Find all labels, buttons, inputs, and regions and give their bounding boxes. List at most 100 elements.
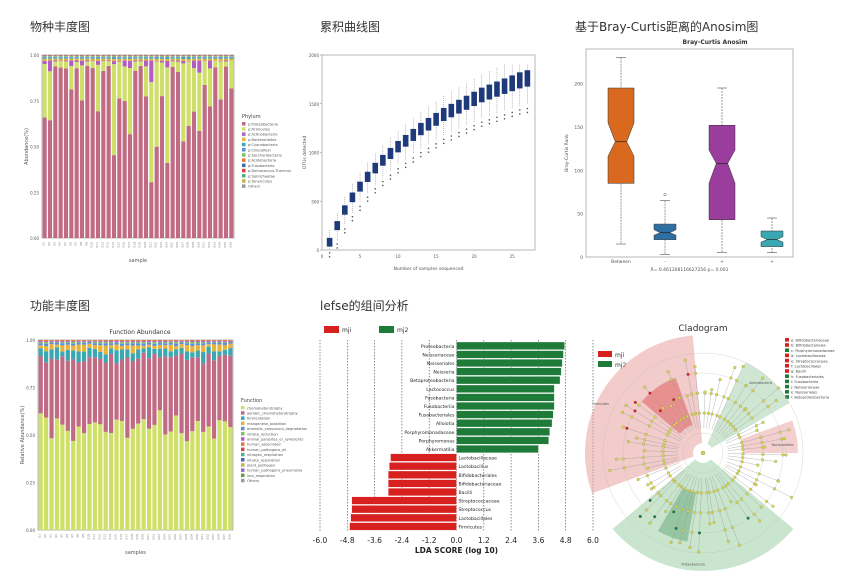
stacked-bar-segment [106, 56, 111, 58]
clade-branch [644, 387, 687, 435]
rarefaction-outlier [382, 184, 384, 187]
stacked-bar-segment [217, 420, 222, 530]
lefse-bar [456, 359, 563, 367]
rarefaction-outlier [359, 205, 361, 208]
clade-node [665, 433, 669, 437]
clade-node [761, 452, 765, 456]
x-tick-label: S9 [81, 534, 85, 538]
clade-node [761, 458, 765, 462]
stacked-bar-segment [197, 60, 202, 73]
lefse-bar-label: Streptococcaceae [459, 499, 500, 505]
stacked-bar-segment [92, 348, 97, 358]
stacked-bar-segment [136, 342, 141, 344]
stacked-bar-segment [38, 348, 43, 356]
stacked-bar-segment [211, 360, 217, 439]
stacked-bar-segment [202, 61, 207, 85]
clade-branch [725, 430, 757, 444]
stacked-bar-segment [217, 355, 222, 421]
clade-node [787, 428, 791, 432]
x-tick-label: S30 [195, 534, 199, 540]
stacked-bar-segment [141, 340, 146, 342]
taxa-legend-swatch [785, 348, 789, 352]
lefse-bar-label: Betaproteobacteria [410, 378, 455, 384]
stacked-bar-segment [146, 342, 152, 345]
clade-node [693, 510, 697, 514]
rarefaction-box [387, 147, 394, 160]
clade-node [702, 411, 706, 415]
stacked-bar-segment [168, 351, 173, 358]
rarefaction-outlier [328, 256, 331, 258]
stacked-bar-segment [65, 342, 70, 345]
stacked-bar-segment [228, 427, 233, 530]
stacked-bar-segment [130, 361, 135, 429]
stacked-bar-segment [53, 60, 58, 62]
stacked-bar-segment [168, 344, 173, 352]
clade-branch [706, 389, 712, 429]
clade-branch [667, 371, 694, 431]
stacked-bar-segment [141, 345, 146, 349]
stacked-bar-segment [222, 342, 227, 344]
rarefaction-box [349, 192, 356, 203]
stacked-bar-segment [71, 341, 76, 344]
stacked-bar-segment [38, 413, 43, 530]
clade-node [643, 385, 647, 389]
stacked-bar-segment [152, 348, 157, 354]
stacked-bar-segment [119, 342, 125, 344]
stacked-bar-segment [191, 60, 197, 69]
stacked-bar-segment [117, 98, 122, 238]
clade-node [645, 474, 649, 478]
legend-label: nitrate_reduction [247, 432, 278, 436]
legend-label: p:Actinobacteria [248, 133, 278, 137]
stacked-bar-segment [201, 341, 206, 343]
stacked-bar-segment [228, 355, 233, 428]
rarefaction-outlier [374, 188, 377, 190]
x-tick-label: S21 [148, 242, 152, 248]
clade-node [744, 383, 748, 387]
clade-branch [644, 450, 679, 453]
clade-branch [635, 402, 684, 439]
legend-swatch [241, 432, 245, 436]
stacked-bar-segment [206, 426, 211, 530]
clade-node [678, 541, 682, 545]
stacked-bar-segment [163, 340, 168, 341]
stacked-bar-segment [157, 348, 162, 358]
stacked-bar-segment [190, 431, 195, 530]
x-tick-label: S12 [97, 534, 101, 540]
stacked-bar-segment [201, 342, 206, 344]
stacked-bar-segment [109, 432, 114, 530]
stacked-bar-segment [106, 56, 111, 57]
stacked-bar-segment [184, 345, 190, 352]
clade-node [727, 482, 731, 486]
clade-node [738, 543, 742, 547]
y-tick-label: 0.25 [26, 481, 35, 486]
stacked-bar-segment [103, 362, 108, 432]
clade-node [760, 441, 764, 445]
stacked-bar-segment [174, 355, 179, 416]
x-tick-label: -6.0 [313, 536, 328, 545]
stacked-bar-segment [201, 345, 206, 353]
stacked-bar-segment [201, 431, 206, 530]
stacked-bar-segment [213, 57, 218, 59]
stacked-bar-segment [133, 70, 138, 238]
taxa-legend-swatch [785, 395, 789, 399]
clade-node [715, 414, 719, 418]
stacked-bar-segment [149, 55, 154, 57]
stacked-bar-segment [159, 96, 165, 238]
stacked-bar-segment [60, 342, 65, 344]
stacked-bar-segment [111, 57, 117, 59]
stacked-bar-segment [130, 428, 135, 530]
x-tick-label: S5 [59, 534, 63, 538]
stacked-bar-segment [202, 58, 207, 61]
stacked-bar-segment [163, 343, 168, 346]
stacked-bar-segment [211, 344, 217, 352]
stacked-bar-segment [79, 60, 85, 66]
stacked-bar-segment [90, 56, 95, 57]
stacked-bar-segment [174, 346, 179, 350]
clade-node [752, 512, 756, 516]
x-tick-label: S28 [186, 242, 190, 248]
stacked-bar-segment [213, 56, 218, 58]
clade-node [733, 366, 737, 370]
clade-branch [698, 477, 703, 553]
stacked-bar-segment [143, 56, 149, 58]
clade-node [774, 459, 778, 463]
